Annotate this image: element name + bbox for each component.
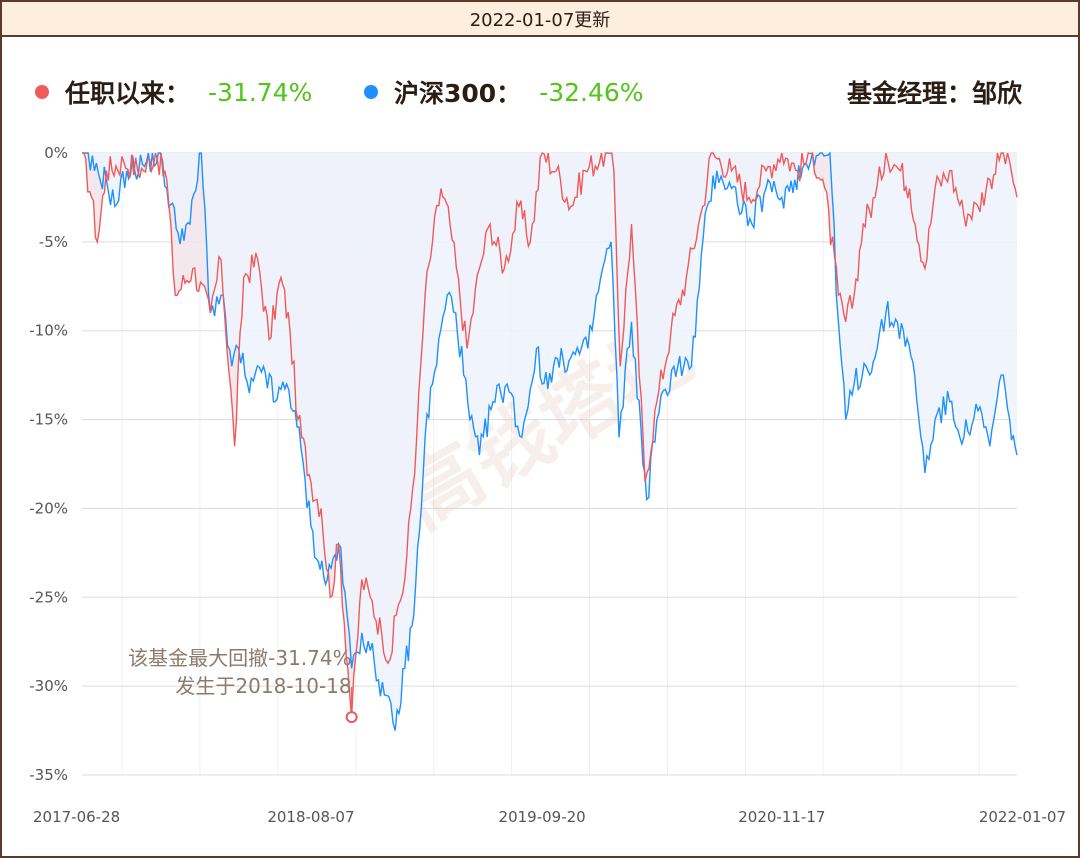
y-tick-label: -15% xyxy=(29,411,68,429)
fund-manager-label: 基金经理：邹欣 xyxy=(846,79,1022,108)
x-tick-label: 2019-09-20 xyxy=(499,808,586,826)
legend-item-index[interactable]: 沪深300： -32.46% xyxy=(364,74,644,110)
max-drawdown-annotation-line1: 该基金最大回撤-31.74% xyxy=(128,646,351,670)
y-tick-label: -25% xyxy=(29,588,68,606)
legend-item-fund[interactable]: 任职以来： -31.74% xyxy=(35,74,312,110)
y-tick-label: -30% xyxy=(29,677,68,695)
y-tick-label: -35% xyxy=(29,766,68,784)
x-tick-label: 2018-08-07 xyxy=(267,808,354,826)
y-tick-label: 0% xyxy=(44,144,68,162)
x-axis-ticks: 2017-06-28 2018-08-07 2019-09-20 2020-11-17… xyxy=(33,808,1066,826)
y-axis-ticks: 0% -5% -10% -15% -20% -25% -30% -35% xyxy=(29,144,68,784)
x-tick-label: 2022-01-07 xyxy=(979,808,1066,826)
x-tick-label: 2017-06-28 xyxy=(33,808,120,826)
fund-series-line xyxy=(82,152,1018,718)
max-drawdown-marker[interactable] xyxy=(345,711,358,724)
index-legend-value: -32.46% xyxy=(539,77,644,107)
index-area-fill xyxy=(82,153,1017,731)
update-header: 2022-01-07更新 xyxy=(2,2,1078,37)
max-drawdown-annotation-line2: 发生于2018-10-18 xyxy=(175,674,351,698)
update-date-text: 2022-01-07更新 xyxy=(469,9,611,31)
index-legend-dot xyxy=(364,85,378,99)
fund-legend-dot xyxy=(35,85,49,99)
y-tick-label: -10% xyxy=(29,322,68,340)
y-tick-label: -5% xyxy=(39,233,68,251)
fund-legend-value: -31.74% xyxy=(208,77,313,107)
index-legend-label: 沪深300： xyxy=(394,79,522,108)
y-tick-label: -20% xyxy=(29,499,68,517)
x-tick-label: 2020-11-17 xyxy=(738,808,825,826)
fund-legend-label: 任职以来： xyxy=(65,79,191,108)
legend: 任职以来： -31.74% 沪深300： -32.46% 基金经理：邹欣 xyxy=(2,74,1078,110)
